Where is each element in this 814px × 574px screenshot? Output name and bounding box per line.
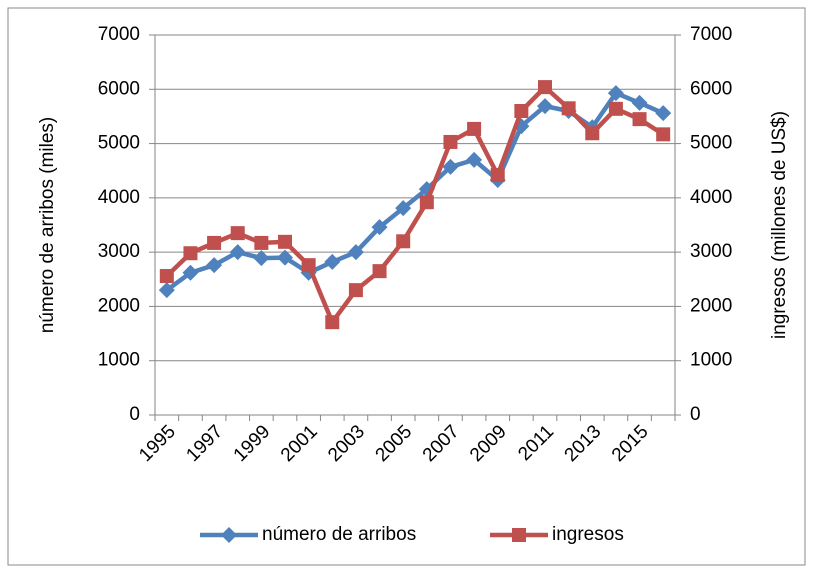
data-point xyxy=(656,127,671,142)
data-point xyxy=(324,253,341,270)
y2-tick-label: 5000 xyxy=(690,133,732,154)
data-point xyxy=(655,105,672,122)
data-point xyxy=(537,98,553,115)
y-tick-label: 0 xyxy=(129,404,140,425)
data-point xyxy=(442,158,459,175)
data-point xyxy=(395,200,412,217)
data-point xyxy=(372,264,387,279)
data-point xyxy=(158,282,175,299)
legend-marker xyxy=(221,527,237,543)
y2-axis-title: ingresos (millones de US$) xyxy=(769,111,790,339)
data-point xyxy=(229,244,246,261)
data-point xyxy=(443,134,458,149)
y-tick-label: 6000 xyxy=(98,78,140,99)
chart-border xyxy=(7,7,806,566)
data-point xyxy=(206,257,223,274)
y2-tick-label: 2000 xyxy=(690,295,732,316)
y-axis-title: número de arribos (miles) xyxy=(37,117,58,333)
data-point xyxy=(253,250,270,267)
y-tick-label: 1000 xyxy=(98,350,140,371)
y-tick-label: 3000 xyxy=(98,241,140,262)
data-point xyxy=(419,195,434,210)
data-point xyxy=(207,235,222,250)
y-tick-label: 2000 xyxy=(98,295,140,316)
data-point xyxy=(561,101,576,116)
data-point xyxy=(182,264,199,281)
data-point xyxy=(254,235,269,250)
data-point xyxy=(631,94,648,111)
legend-label: número de arribos xyxy=(262,524,416,545)
data-point xyxy=(159,269,174,284)
data-point xyxy=(230,226,245,241)
data-point xyxy=(632,112,647,127)
legend-marker xyxy=(512,528,526,542)
data-point xyxy=(466,151,483,168)
data-point xyxy=(607,85,624,102)
data-point xyxy=(396,234,411,249)
data-point xyxy=(348,283,363,298)
data-point xyxy=(490,168,505,183)
data-point xyxy=(278,234,292,249)
data-point xyxy=(608,101,623,116)
data-point xyxy=(183,246,198,261)
legend-label: ingresos xyxy=(552,524,624,545)
data-point xyxy=(347,244,364,261)
data-point xyxy=(277,249,293,266)
y2-tick-label: 4000 xyxy=(690,187,732,208)
data-point xyxy=(538,80,552,95)
data-point xyxy=(301,258,316,273)
data-point xyxy=(514,104,529,118)
data-point xyxy=(467,121,482,136)
y2-tick-label: 7000 xyxy=(690,24,732,45)
data-point xyxy=(371,219,388,236)
y2-tick-label: 0 xyxy=(690,404,701,425)
series-line xyxy=(165,84,665,325)
y-tick-label: 7000 xyxy=(98,24,140,45)
data-point xyxy=(325,315,340,330)
y2-tick-label: 6000 xyxy=(690,78,732,99)
y-tick-label: 4000 xyxy=(98,187,140,208)
y-tick-label: 5000 xyxy=(98,133,140,154)
y2-tick-label: 1000 xyxy=(690,350,732,371)
data-point xyxy=(585,126,600,141)
y2-tick-label: 3000 xyxy=(690,241,732,262)
